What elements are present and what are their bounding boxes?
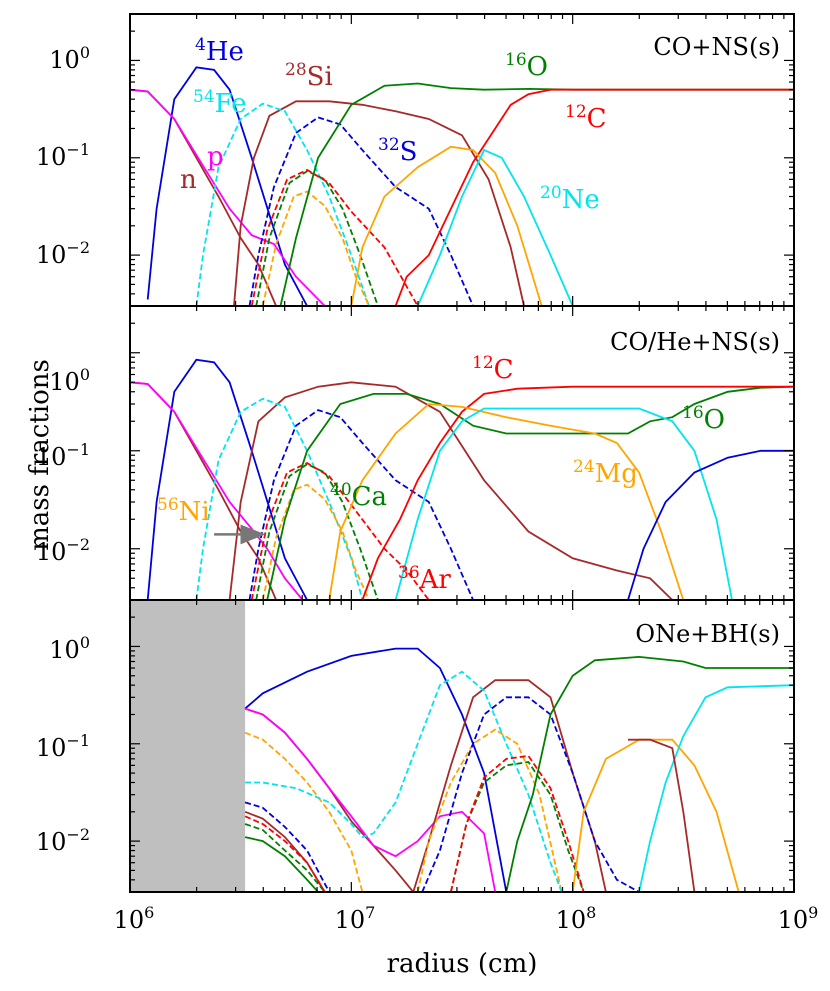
series-line-54fe — [195, 102, 370, 306]
series-line-20ne — [394, 407, 733, 600]
series-line-24mg — [328, 403, 685, 600]
series-line-24mg — [350, 145, 543, 306]
series-line-16o — [244, 836, 319, 892]
series-line-24mg-dash — [244, 731, 364, 892]
series-line-12c — [394, 88, 794, 306]
series-line-n — [130, 88, 277, 306]
series-line-28si-low — [244, 810, 326, 892]
panel-title-2: CO/He+NS(s) — [610, 328, 780, 356]
species-label-s32: 32S — [378, 135, 417, 167]
y-tick-label: 10−2 — [36, 825, 90, 856]
series-line-ni — [261, 483, 370, 600]
y-tick-label: 10−1 — [36, 140, 90, 171]
series-line-32s — [248, 409, 474, 600]
x-tick-label: 107 — [335, 903, 376, 934]
excised-region — [130, 600, 246, 892]
species-label-o16: 16O — [682, 403, 725, 435]
series-line-24mg-dash2 — [416, 728, 563, 892]
series-line-32s-2 — [421, 696, 640, 892]
species-label-mg24: 24Mg — [573, 457, 638, 489]
panel-title-3: ONe+BH(s) — [635, 620, 780, 648]
y-axis-title: mass fractions — [25, 359, 55, 551]
series-line-40ca-2 — [450, 761, 585, 892]
species-label-c12: 12C — [565, 102, 607, 134]
series-line-16o — [266, 385, 794, 600]
series-line-32s — [244, 801, 330, 892]
series-line-p — [130, 88, 326, 306]
series-line-36ar — [244, 815, 326, 892]
y-tick-label: 100 — [49, 633, 90, 664]
series-line-28si — [228, 381, 673, 600]
x-tick-label: 108 — [556, 903, 597, 934]
series-line-20ne — [638, 684, 794, 892]
species-label-he4: 4He — [195, 35, 244, 67]
y-tick-label: 10−1 — [36, 440, 90, 471]
series-line-p — [130, 381, 304, 600]
species-label-o16: 16O — [505, 50, 548, 82]
y-tick-label: 10−2 — [36, 535, 90, 566]
y-tick-label: 10−1 — [36, 731, 90, 762]
series-line-12c — [361, 385, 794, 600]
panel-frame — [129, 599, 795, 893]
series-line-16o-2 — [505, 655, 794, 892]
species-label-si28: 28Si — [285, 60, 333, 92]
series-line-40ca — [244, 823, 326, 892]
series-line-n — [130, 381, 277, 600]
series-line-54fe — [245, 670, 563, 892]
y-tick-label: 10−2 — [36, 238, 90, 269]
series-line-p — [244, 707, 497, 892]
series-line-4he — [146, 66, 308, 306]
y-tick-label: 100 — [49, 365, 90, 396]
series-line-28si — [233, 100, 525, 306]
series-line-4he — [146, 358, 308, 600]
species-label-ar36: 36Ar — [398, 563, 451, 595]
species-label-ca40: 40Ca — [330, 480, 387, 512]
series-line-si-tail — [628, 738, 696, 892]
species-label-ne20: 20Ne — [540, 183, 600, 215]
series-line-blue-tail — [627, 449, 794, 600]
x-tick-label: 106 — [114, 903, 155, 934]
species-label-c12: 12C — [472, 353, 514, 385]
panel-title-1: CO+NS(s) — [653, 33, 780, 61]
species-label-n: n — [180, 165, 197, 195]
species-label-p: p — [207, 142, 224, 172]
series-line-n — [244, 707, 414, 892]
series-line-36ar — [250, 168, 419, 306]
species-label-ni56: 56Ni — [157, 495, 210, 527]
series-line-32s — [248, 116, 474, 306]
series-line-24mg — [571, 738, 740, 892]
series-line-36ar — [250, 461, 430, 600]
series-line-20ne — [416, 148, 574, 306]
series-line-36ar-2 — [450, 754, 585, 892]
x-axis-title: radius (cm) — [387, 949, 538, 979]
series-line-16o — [279, 82, 794, 306]
species-label-fe54: 54Fe — [193, 87, 247, 119]
series-line-ni — [261, 190, 370, 306]
y-tick-label: 100 — [49, 43, 90, 74]
x-tick-label: 109 — [778, 903, 819, 934]
series-line-40ca — [255, 463, 379, 600]
